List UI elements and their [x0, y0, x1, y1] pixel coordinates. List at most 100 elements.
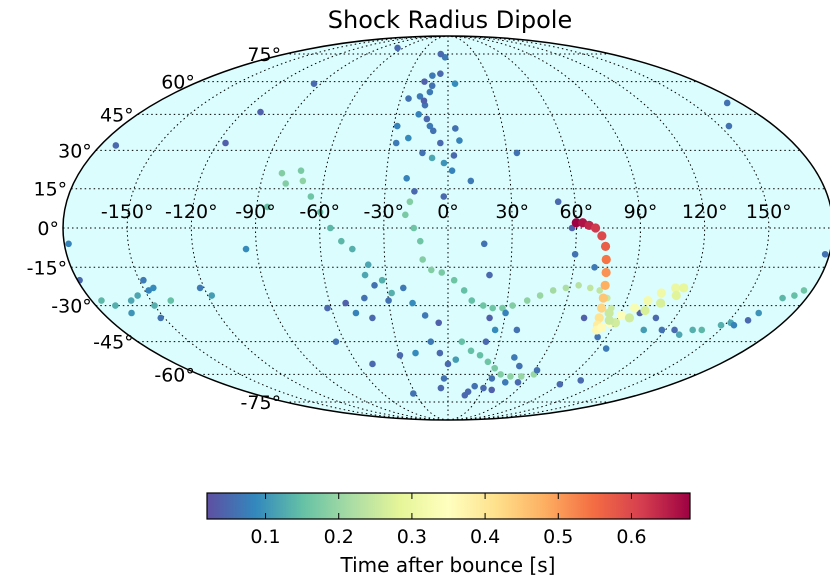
- data-point: [556, 380, 564, 388]
- data-point: [151, 302, 158, 309]
- data-point: [779, 294, 786, 302]
- data-point: [429, 72, 436, 79]
- data-point: [491, 364, 499, 372]
- data-point: [480, 240, 488, 248]
- trajectory-point: [600, 280, 610, 290]
- data-point: [571, 250, 579, 258]
- data-point: [415, 111, 423, 118]
- data-point: [140, 276, 147, 284]
- data-point: [689, 326, 696, 334]
- data-point: [450, 152, 458, 159]
- data-point: [257, 108, 264, 116]
- data-point: [467, 347, 475, 355]
- data-point: [698, 326, 706, 334]
- data-point: [393, 122, 401, 130]
- data-point: [352, 309, 360, 317]
- data-point: [549, 287, 557, 294]
- data-point: [523, 297, 531, 304]
- longitude-tick-label: 90°: [624, 201, 658, 223]
- data-point: [725, 122, 733, 130]
- data-point: [263, 203, 271, 211]
- data-point: [509, 302, 516, 309]
- latitude-tick-labels: 75° 60° 45° 30° 15° 0° -15° -30°-45° -60° -75°: [27, 44, 281, 414]
- latitude-tick-label: -45°: [93, 332, 134, 354]
- data-point: [388, 289, 395, 297]
- data-point: [429, 127, 437, 135]
- data-point: [507, 373, 514, 380]
- latitude-tick-label: 45°: [100, 104, 134, 126]
- data-point: [282, 180, 290, 187]
- data-point: [460, 287, 468, 294]
- latitude-tick-label: -60°: [154, 364, 195, 386]
- data-point: [435, 319, 443, 327]
- trajectory-point: [590, 223, 601, 233]
- data-point: [484, 358, 492, 366]
- data-point: [242, 245, 250, 253]
- map-outline: [62, 35, 830, 421]
- data-point: [675, 331, 683, 338]
- longitude-tick-label: 60°: [559, 201, 593, 223]
- data-point: [402, 211, 409, 219]
- data-point: [349, 245, 356, 253]
- data-point: [316, 208, 324, 216]
- data-point: [416, 237, 424, 245]
- trajectory-point: [624, 313, 635, 323]
- longitude-tick-label: 0°: [437, 201, 459, 223]
- colorbar-tick-label: 0.5: [543, 526, 573, 548]
- data-point: [476, 351, 484, 359]
- data-point: [596, 287, 603, 294]
- data-point: [448, 167, 456, 174]
- longitude-tick-label: -90°: [235, 201, 276, 223]
- data-point: [332, 338, 340, 345]
- longitude-gridline: [254, 35, 449, 421]
- data-point: [405, 95, 412, 102]
- latitude-tick-label: -75°: [241, 392, 282, 414]
- data-point: [575, 282, 582, 289]
- data-point: [440, 193, 448, 200]
- data-point: [489, 304, 497, 312]
- latitude-tick-label: 15°: [34, 179, 68, 201]
- data-point: [444, 360, 452, 368]
- data-point: [554, 198, 562, 206]
- trajectory-point: [640, 305, 650, 316]
- data-point: [640, 326, 648, 334]
- data-point: [452, 356, 460, 363]
- data-point: [499, 304, 506, 312]
- data-point: [112, 142, 120, 149]
- data-point: [420, 97, 428, 105]
- data-point: [157, 314, 165, 322]
- longitude-gridline: [447, 35, 770, 421]
- data-point: [461, 391, 469, 399]
- data-point: [409, 390, 417, 397]
- colorbar-tick-label: 0.2: [324, 526, 354, 548]
- data-point: [602, 345, 610, 352]
- data-point: [411, 187, 418, 195]
- data-point: [513, 149, 521, 157]
- data-point: [517, 373, 525, 380]
- data-point: [468, 297, 476, 304]
- trajectory-point: [604, 308, 614, 318]
- latitude-tick-label: 30°: [58, 140, 92, 162]
- longitude-tick-label: 30°: [495, 201, 529, 223]
- data-point: [800, 287, 808, 294]
- data-point: [671, 326, 678, 334]
- colorbar-ticks: 0.1 0.2 0.3 0.4 0.5 0.6: [250, 493, 647, 548]
- data-point: [150, 284, 157, 292]
- data-point: [396, 351, 404, 359]
- trajectory-point: [594, 313, 604, 323]
- data-point: [222, 139, 229, 147]
- data-point: [717, 321, 725, 329]
- data-point: [394, 44, 401, 52]
- data-point: [299, 177, 307, 185]
- trajectory-point: [630, 303, 640, 313]
- data-point: [310, 80, 318, 87]
- colorbar-gradient: [206, 492, 691, 520]
- data-point: [562, 284, 570, 292]
- data-point: [421, 312, 429, 319]
- data-point: [98, 297, 105, 304]
- trajectory-point: [597, 322, 607, 333]
- data-point: [428, 266, 435, 274]
- data-point: [426, 122, 434, 130]
- data-point: [371, 282, 378, 289]
- data-point: [369, 314, 376, 322]
